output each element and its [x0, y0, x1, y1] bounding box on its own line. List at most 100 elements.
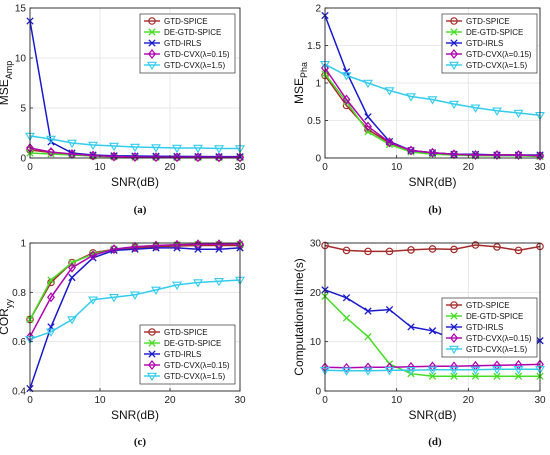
series-path [324, 368, 540, 372]
legend-label: GTD-CVX(λ=1.5) [466, 345, 527, 354]
data-point [364, 247, 372, 256]
x-tick-label: 20 [164, 395, 176, 406]
legend-marker [450, 312, 458, 320]
data-point [407, 145, 415, 156]
panel-caption: (b) [428, 204, 442, 216]
data-point [67, 316, 77, 325]
x-tick-label: 10 [94, 395, 106, 406]
legend-label: GTD-SPICE [164, 17, 208, 26]
data-point [194, 152, 202, 163]
x-tick-label: 30 [534, 162, 546, 173]
legend-label: GTD-SPICE [466, 301, 510, 310]
data-point [109, 294, 119, 303]
data-point [471, 150, 480, 160]
series-path [324, 363, 541, 369]
x-tick-label: 30 [234, 395, 246, 406]
series-line [321, 63, 544, 161]
data-point [342, 94, 351, 105]
data-point [364, 333, 372, 341]
data-point [68, 262, 76, 273]
x-tick-label: 10 [94, 162, 106, 173]
data-point [514, 246, 523, 255]
data-point [131, 152, 139, 162]
series-path [324, 67, 541, 157]
data-point [214, 145, 224, 154]
series-path [29, 135, 240, 150]
legend-marker [148, 17, 156, 25]
data-point [363, 367, 373, 376]
data-point [363, 79, 373, 89]
data-point [131, 241, 139, 252]
x-tick-label: 0 [27, 162, 33, 173]
legend-marker [450, 49, 458, 59]
series-line [25, 132, 245, 154]
data-point [470, 366, 481, 375]
data-point [47, 276, 55, 284]
y-tick-label: 0.4 [12, 387, 26, 398]
legend-marker [148, 39, 156, 47]
legend-label: GTD-CVX(λ=0.15) [164, 50, 230, 59]
legend-label: GTD-CVX(λ=0.15) [466, 334, 532, 343]
legend-marker [450, 28, 458, 36]
data-point [428, 372, 437, 380]
data-point [364, 307, 372, 315]
data-point [385, 247, 394, 256]
data-point [384, 87, 395, 96]
data-point [450, 372, 458, 380]
data-point [173, 152, 181, 163]
data-point [236, 152, 244, 163]
data-point [492, 366, 502, 375]
data-point [407, 246, 415, 254]
legend-label: DE-GTD-SPICE [164, 339, 221, 348]
data-point [493, 150, 501, 160]
data-point [214, 277, 224, 287]
data-point [427, 96, 438, 105]
legend: GTD-SPICE DE-GTD-SPICE GTD-IRLS GTD-CVX(λ=0… [139, 324, 236, 385]
x-tick-label: 10 [391, 395, 403, 406]
data-point [215, 152, 223, 163]
legend-label: GTD-CVX(λ=0.15) [466, 50, 532, 59]
data-point [151, 286, 161, 295]
panel-caption: (d) [428, 436, 442, 448]
legend-marker [450, 301, 458, 309]
legend-marker [450, 39, 458, 47]
x-axis-label: SNR(dB) [408, 408, 456, 422]
data-point [364, 128, 372, 136]
data-point [342, 98, 351, 106]
data-point [47, 147, 55, 157]
data-point [364, 121, 372, 132]
data-point [342, 362, 351, 373]
legend-label: DE-GTD-SPICE [466, 28, 523, 37]
legend-marker [147, 61, 157, 71]
legend-label: DE-GTD-SPICE [164, 28, 221, 37]
legend-label: GTD-CVX(λ=1.5) [164, 372, 225, 381]
data-point [384, 367, 395, 376]
data-point [428, 327, 437, 335]
data-point [193, 144, 203, 154]
x-axis-label: SNR(dB) [408, 175, 456, 189]
data-point [130, 143, 140, 153]
data-point [428, 147, 437, 158]
data-point [88, 296, 98, 305]
x-tick-label: 0 [322, 395, 328, 406]
x-axis-label: SNR(dB) [111, 408, 159, 422]
y-tick-label: 20 [310, 288, 322, 299]
legend-marker [147, 372, 157, 382]
legend-marker [450, 17, 458, 25]
legend-marker [449, 345, 459, 355]
x-tick-label: 0 [27, 395, 33, 406]
x-tick-label: 20 [463, 162, 475, 173]
data-point [341, 72, 352, 81]
data-point [89, 254, 97, 262]
y-axis-label: Computational time(s) [292, 258, 306, 375]
data-point [151, 144, 161, 153]
legend-marker [450, 323, 458, 331]
data-point [110, 151, 118, 162]
data-point [130, 291, 140, 300]
legend-label: GTD-CVX(λ=0.15) [164, 361, 230, 370]
data-point [172, 144, 182, 154]
legend-marker [148, 350, 156, 358]
y-tick-label: 1 [20, 239, 26, 250]
series-line [26, 143, 244, 163]
data-point [89, 150, 97, 161]
